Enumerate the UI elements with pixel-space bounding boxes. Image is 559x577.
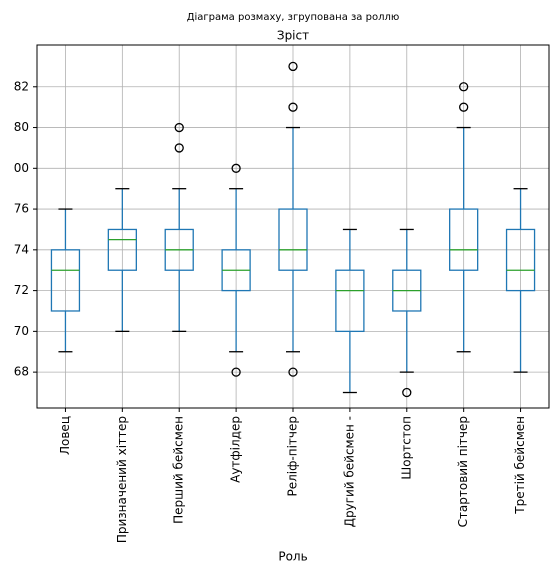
box — [107, 228, 137, 271]
flier — [288, 367, 298, 377]
x-tick-label: Ловец — [58, 416, 72, 455]
flier — [174, 143, 184, 153]
box — [505, 228, 536, 292]
y-tick-label: 00 — [14, 161, 29, 175]
y-tick-label: 74 — [14, 242, 29, 256]
flier — [231, 367, 241, 377]
flier — [402, 387, 412, 398]
box — [335, 269, 365, 333]
x-tick-label: Призначений хіттер — [115, 416, 129, 543]
x-tick-label: Другий бейсмен - — [342, 416, 356, 527]
x-tick-label: Перший бейсмен — [172, 416, 186, 524]
chart-suptitle: Діаграма розмаху, згрупована за роллю — [187, 11, 400, 23]
x-axis-label: Роль — [278, 550, 307, 564]
y-tick-label: 68 — [14, 365, 29, 379]
chart-title: Зріст — [277, 29, 309, 43]
y-tick-label: 70 — [14, 324, 29, 338]
box — [50, 249, 81, 312]
plot-frame — [36, 44, 550, 409]
y-tick-label: 72 — [14, 283, 29, 297]
flier — [288, 61, 298, 72]
x-tick-label: Реліф-пітчер — [286, 416, 300, 496]
x-tick-label: Третій бейсмен — [513, 416, 527, 515]
flier — [459, 82, 469, 92]
y-tick-label: 82 — [14, 79, 29, 93]
flier — [288, 102, 298, 112]
box — [449, 208, 479, 271]
x-tick-label: Стартовий пітчер — [456, 416, 470, 527]
flier — [459, 102, 469, 112]
flier — [174, 122, 184, 133]
box — [278, 208, 308, 271]
x-tick-label: Шортстоп — [399, 416, 413, 480]
x-tick-label: Аутфілдер — [229, 416, 243, 483]
y-tick-label: 80 — [14, 120, 29, 134]
flier — [231, 163, 241, 173]
y-tick-label: 76 — [14, 202, 29, 216]
